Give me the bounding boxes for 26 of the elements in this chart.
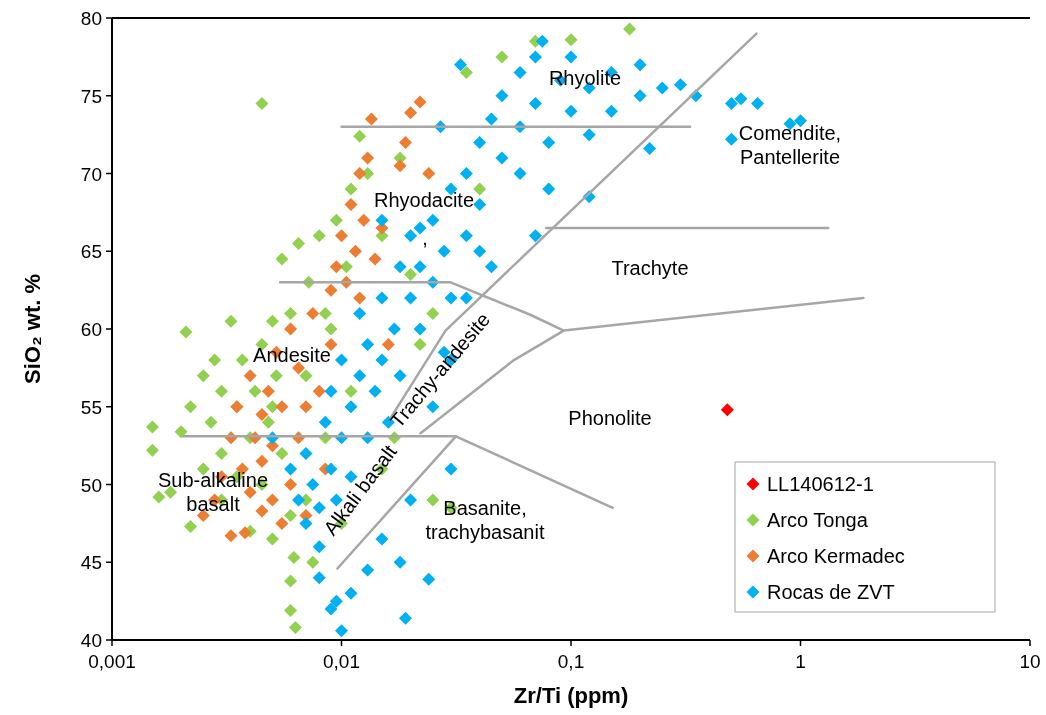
y-tick-label: 55: [80, 396, 102, 418]
y-tick-label: 75: [80, 85, 102, 107]
annotation: ,: [422, 227, 428, 249]
annotation: Comendite, Pantellerite: [738, 122, 842, 168]
legend-label: Rocas de ZVT: [767, 581, 895, 603]
x-axis-title: Zr/Ti (ppm): [513, 683, 629, 708]
x-tick-label: 0,001: [88, 651, 136, 672]
y-tick-label: 80: [80, 8, 102, 29]
annotation: Phonolite: [568, 407, 652, 429]
y-tick-label: 50: [80, 474, 102, 496]
y-tick-label: 65: [80, 241, 102, 263]
x-tick-label: 0,01: [323, 651, 360, 672]
annotation: Trachyte: [611, 257, 689, 279]
y-tick-label: 45: [80, 552, 102, 574]
legend-label: Arco Kermadec: [767, 545, 905, 567]
y-axis-title: SiO₂ wt. %: [20, 273, 45, 385]
y-tick-label: 60: [80, 319, 102, 340]
annotation: Andesite: [253, 344, 331, 366]
legend-label: LL140612-1: [767, 473, 874, 495]
x-tick-label: 10: [1019, 651, 1041, 672]
y-tick-label: 40: [80, 630, 102, 651]
legend-label: Arco Tonga: [767, 509, 869, 531]
x-tick-label: 1: [795, 651, 806, 672]
x-tick-label: 0,1: [557, 651, 585, 672]
y-tick-label: 70: [80, 163, 102, 185]
annotation: Rhyodacite: [373, 189, 475, 211]
